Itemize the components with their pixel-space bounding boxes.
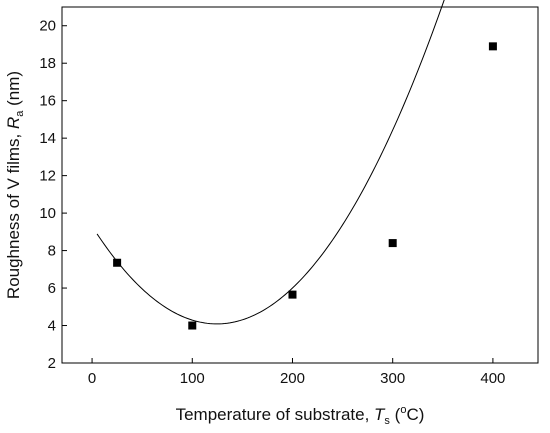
y-tick-label: 10 [39,205,56,222]
x-tick-label: 300 [380,370,405,387]
y-tick-label: 20 [39,18,56,35]
data-point [288,290,297,299]
y-tick-label: 8 [48,243,56,260]
y-axis-label-unit: (nm) [4,71,23,111]
x-axis-label-sub: s [384,415,390,427]
y-tick-label: 12 [39,168,56,185]
x-axis-label-unit-open: ( [390,405,401,424]
x-tick-label: 400 [480,370,505,387]
y-tick-label: 18 [39,55,56,72]
y-tick-label: 14 [39,130,56,147]
y-axis-label: Roughness of V films, Ra (nm) [4,71,26,299]
x-axis-label: Temperature of substrate, Ts (oC) [176,404,425,427]
y-axis: 2 4 6 8 10 12 14 16 18 20 [39,18,67,372]
x-tick-label: 0 [88,370,96,387]
plot-frame [61,6,539,364]
data-point [488,42,497,51]
data-point [113,258,122,267]
x-tick-label: 200 [280,370,305,387]
fit-curve [96,0,445,325]
x-axis: 0 100 200 300 400 [88,358,505,387]
data-points [113,42,497,330]
x-tick-label: 100 [180,370,205,387]
y-tick-label: 4 [48,318,56,335]
y-tick-label: 2 [48,355,56,372]
x-axis-label-main: Temperature of substrate, [176,405,374,424]
y-axis-label-var: R [4,117,23,129]
x-axis-label-unit-close: C) [406,405,424,424]
y-axis-label-main: Roughness of V films, [4,129,23,299]
y-tick-label: 6 [48,280,56,297]
data-point [388,239,397,248]
y-axis-label-sub: a [14,110,26,117]
x-axis-label-sup: o [400,404,406,416]
y-tick-label: 16 [39,93,56,110]
x-axis-label-var: T [374,405,386,424]
data-point [188,321,197,330]
